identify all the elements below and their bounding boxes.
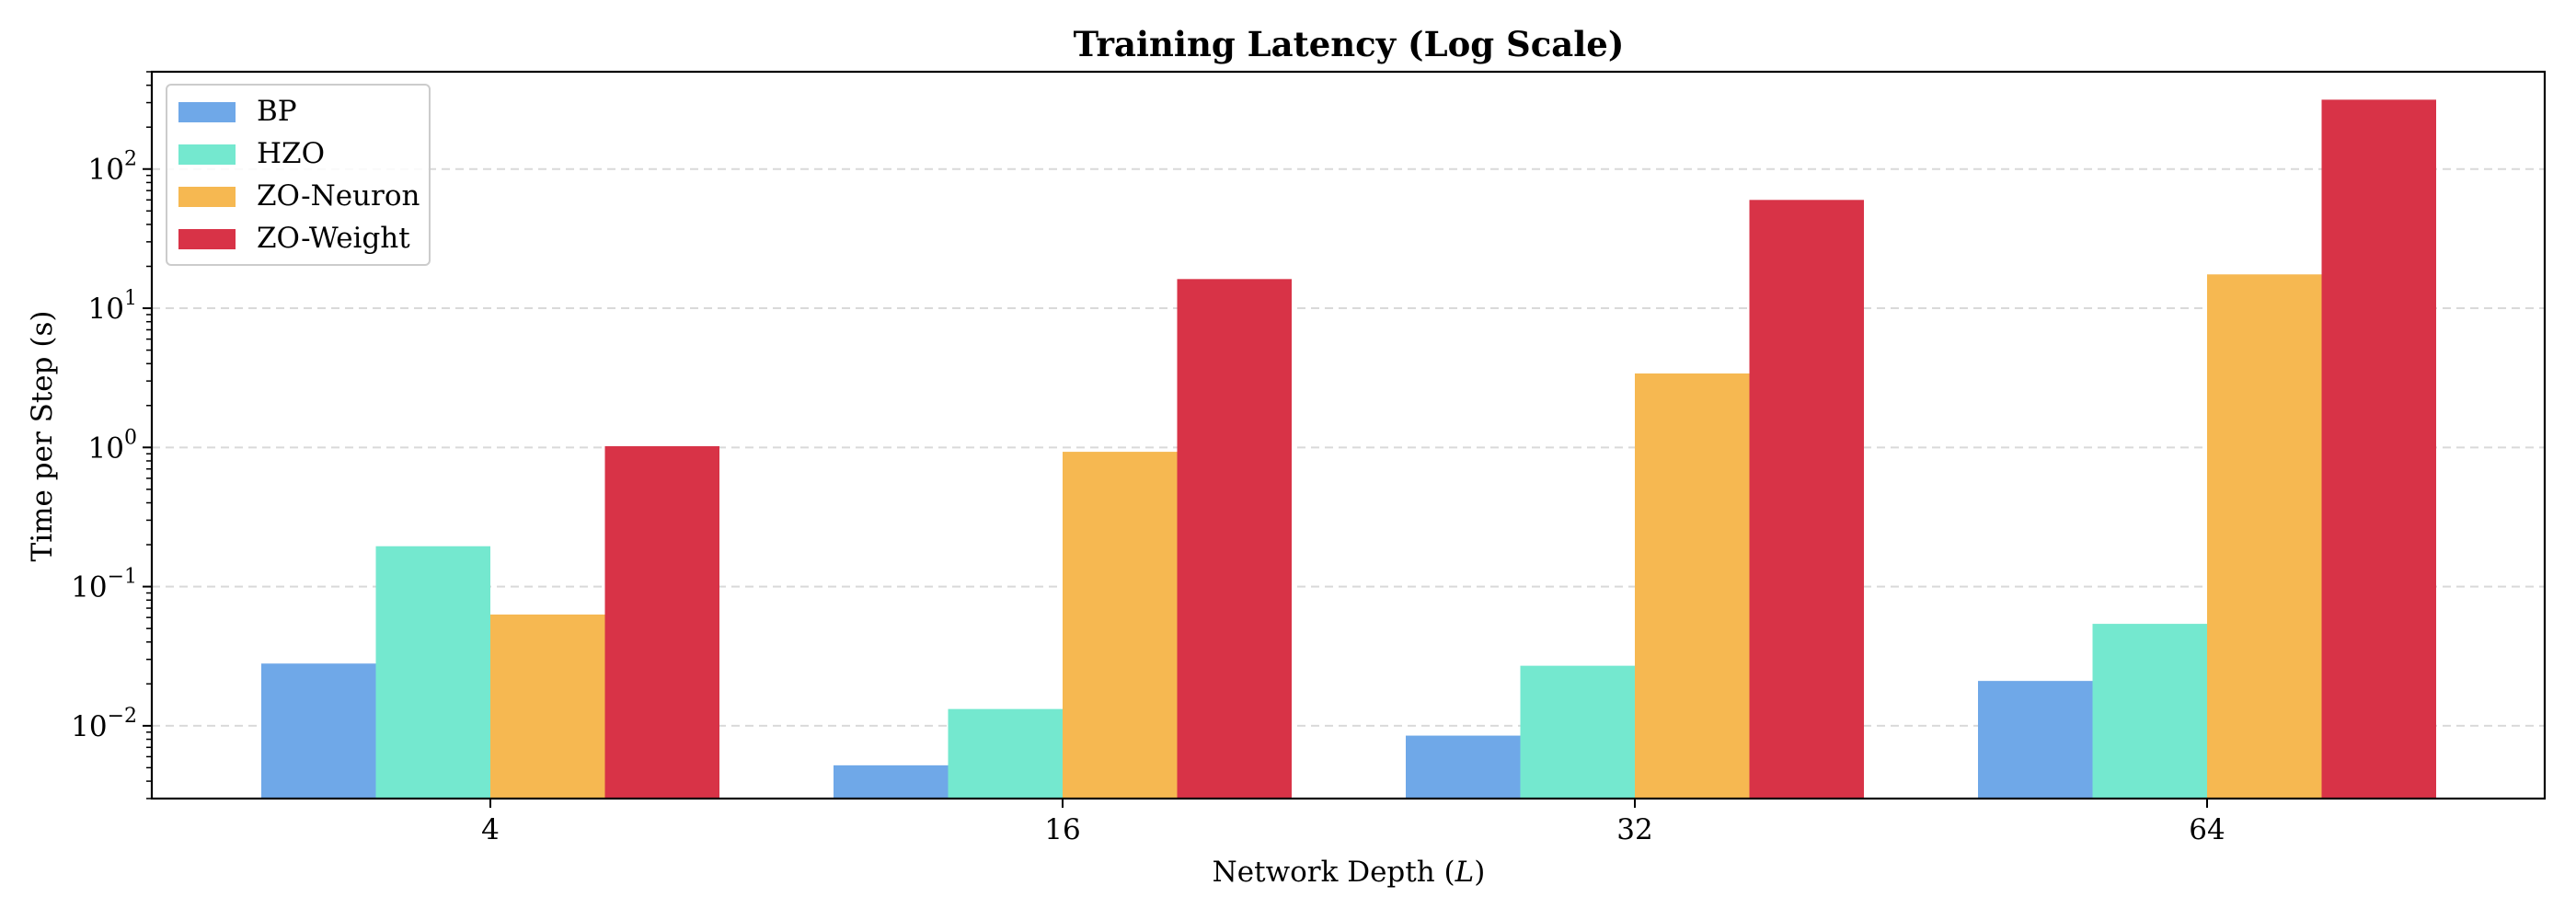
bar-zo-weight — [604, 446, 719, 799]
x-axis-label-text: Network Depth ( — [1213, 856, 1455, 889]
y-tick-base: 10 — [88, 293, 124, 326]
legend-label: ZO-Neuron — [257, 179, 420, 213]
legend-swatch — [178, 229, 236, 249]
x-axis-label: Network Depth (L) — [1213, 856, 1486, 889]
x-tick-label: 4 — [481, 813, 500, 846]
legend-box — [166, 84, 431, 266]
y-tick-base: 10 — [88, 154, 124, 187]
y-tick-label: 101 — [88, 287, 137, 326]
x-axis-label-suffix: ) — [1474, 856, 1485, 889]
y-tick-exponent: 1 — [124, 287, 137, 310]
bar-bp — [1978, 681, 2093, 799]
bar-zo-neuron — [490, 614, 605, 799]
y-tick-exponent: −1 — [108, 566, 137, 589]
x-axis-label-variable: L — [1455, 856, 1475, 889]
bar-zo-neuron — [1063, 452, 1178, 799]
y-tick-label: 100 — [88, 426, 137, 465]
plot-frame — [150, 70, 2547, 800]
bar-zo-weight — [2321, 99, 2436, 799]
bar-bp — [834, 765, 949, 799]
legend-swatch — [178, 102, 236, 122]
bar-hzo — [2092, 624, 2207, 799]
legend: BP HZO ZO-Neuron ZO-Weight — [166, 84, 431, 266]
y-tick-base: 10 — [88, 431, 124, 465]
x-tick-label: 16 — [1044, 813, 1080, 846]
y-axis-label: Time per Step (s) — [26, 311, 59, 562]
y-tick-exponent: 0 — [124, 426, 137, 449]
bar-hzo — [375, 546, 490, 799]
y-tick-base: 10 — [71, 571, 107, 604]
bar-zo-neuron — [1635, 373, 1750, 799]
legend-label: BP — [257, 95, 297, 128]
x-tick-label: 32 — [1616, 813, 1652, 846]
chart-title: Training Latency (Log Scale) — [1074, 24, 1625, 64]
legend-swatch — [178, 144, 236, 165]
bars — [261, 99, 2436, 799]
bar-hzo — [1520, 665, 1635, 799]
legend-label: ZO-Weight — [257, 222, 410, 255]
y-tick-exponent: −2 — [108, 705, 137, 728]
y-tick-exponent: 2 — [124, 148, 137, 171]
bar-zo-neuron — [2207, 274, 2322, 799]
legend-label: HZO — [257, 137, 325, 170]
bar-hzo — [948, 708, 1063, 799]
bar-zo-weight — [1177, 279, 1292, 799]
bar-zo-weight — [1749, 200, 1864, 799]
y-tick-label: 102 — [88, 148, 137, 187]
y-tick-base: 10 — [71, 710, 107, 743]
y-tick-label: 10−1 — [71, 566, 137, 604]
bar-bp — [261, 663, 376, 799]
x-tick-label: 64 — [2189, 813, 2225, 846]
bar-bp — [1406, 735, 1521, 799]
legend-swatch — [178, 187, 236, 207]
y-tick-label: 10−2 — [71, 705, 137, 743]
